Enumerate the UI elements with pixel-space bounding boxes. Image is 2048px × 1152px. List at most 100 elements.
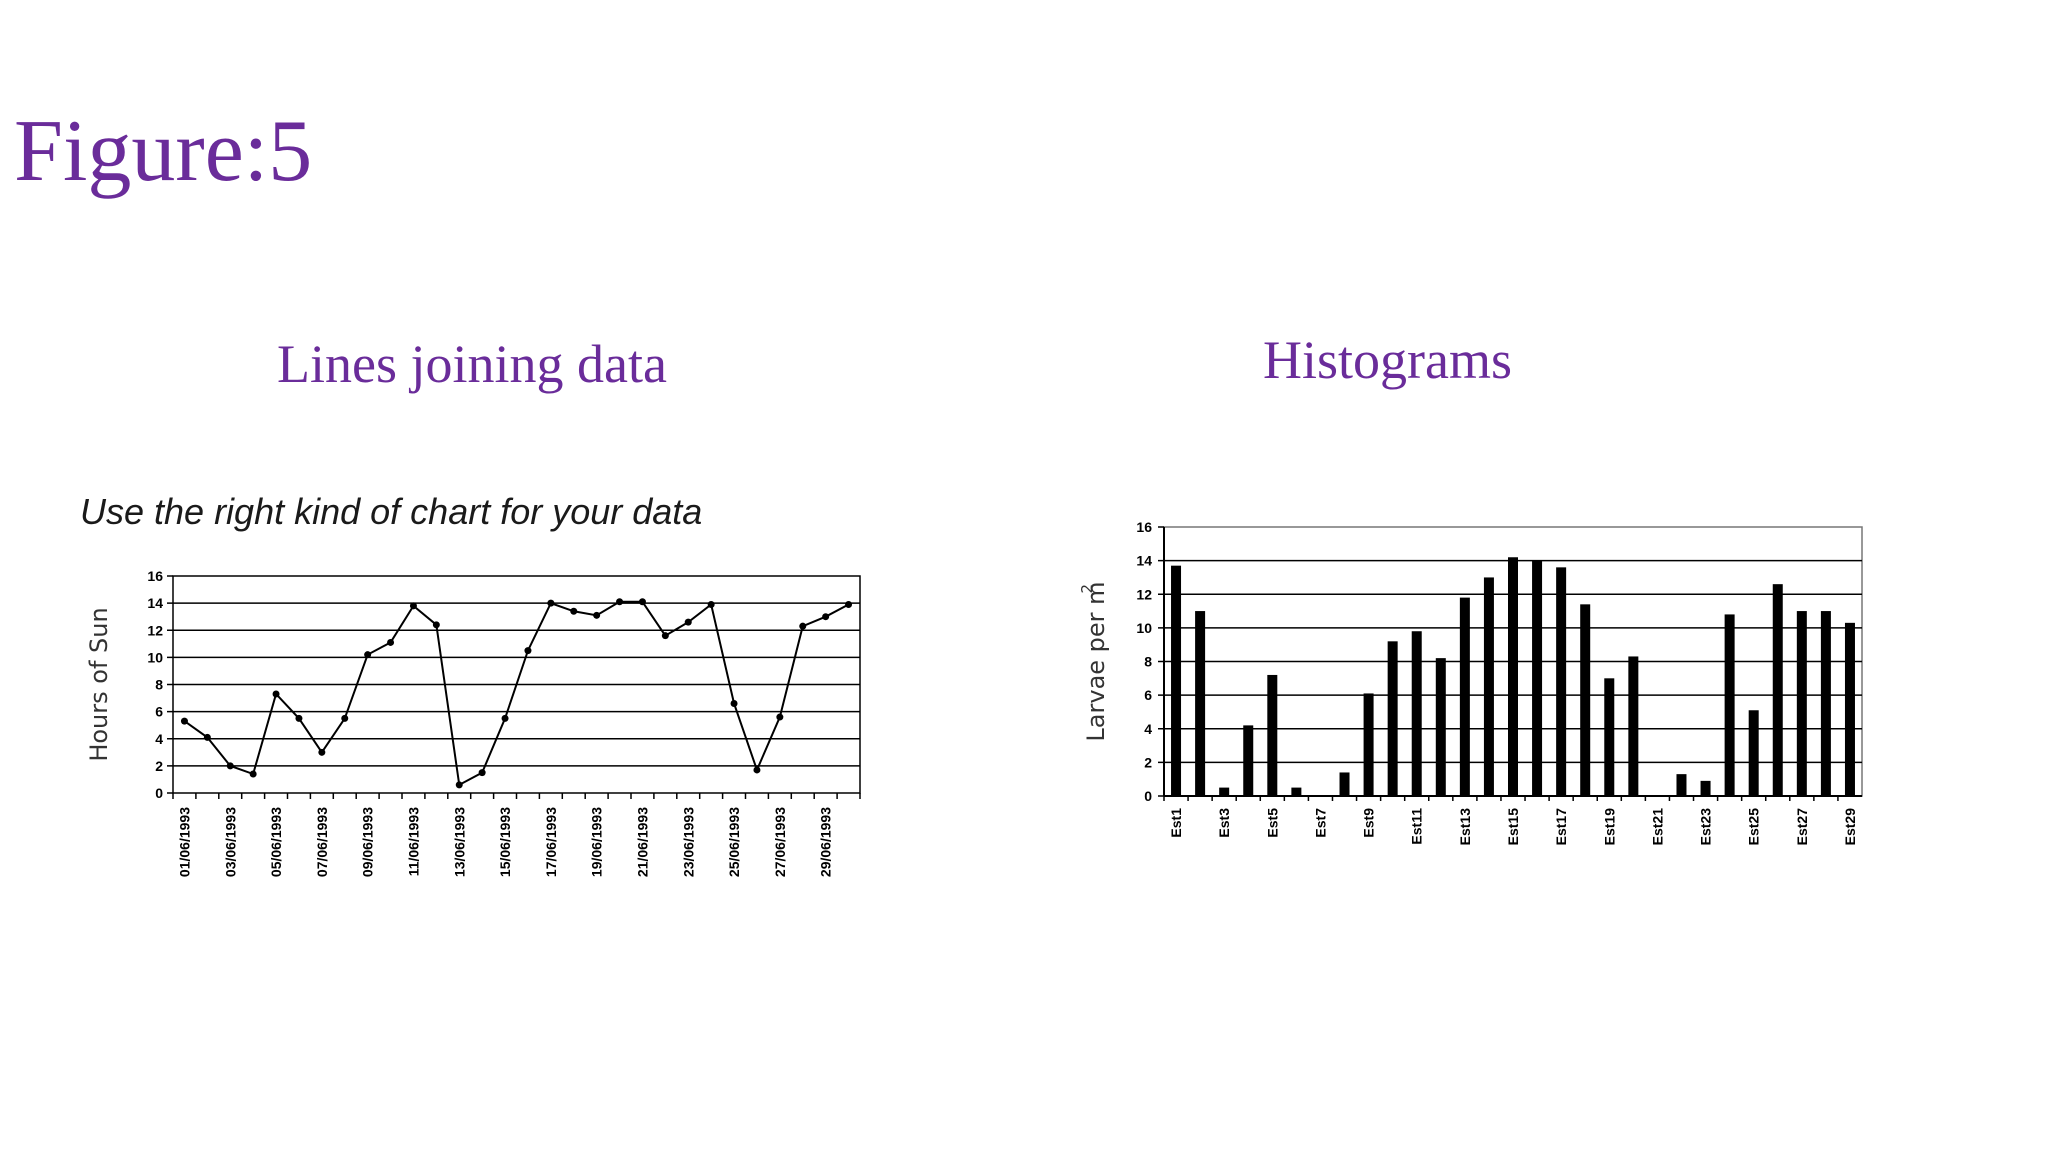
bar	[1844, 622, 1855, 796]
data-point	[455, 781, 463, 789]
x-tick-label: Est21	[1649, 808, 1665, 846]
x-tick-label: 13/06/1993	[451, 807, 467, 877]
bar	[1772, 584, 1783, 796]
y-tick-label: 2	[155, 758, 163, 774]
bar	[1483, 577, 1494, 796]
x-tick-label: Est27	[1794, 808, 1810, 846]
histogram-heading: Histograms	[1263, 330, 1512, 390]
bar	[1508, 557, 1518, 796]
bar	[1387, 641, 1398, 796]
bar	[1219, 787, 1230, 796]
bar	[1604, 678, 1615, 796]
bar	[1339, 772, 1350, 796]
data-point	[707, 600, 715, 608]
x-tick-label: Est3	[1216, 808, 1232, 838]
line-chart-heading: Lines joining data	[277, 334, 667, 394]
x-tick-label: 15/06/1993	[497, 807, 513, 877]
x-tick-label: 23/06/1993	[680, 807, 696, 877]
y-tick-label: 6	[1144, 687, 1152, 703]
bar	[1724, 614, 1735, 796]
y-tick-label: 8	[1144, 654, 1152, 670]
data-point	[341, 714, 349, 722]
x-tick-label: Est17	[1553, 808, 1569, 846]
x-tick-label: 09/06/1993	[360, 807, 376, 877]
y-tick-label: 10	[1136, 620, 1152, 636]
bar	[1171, 565, 1182, 796]
y-tick-label: 6	[155, 704, 163, 720]
y-tick-label: 0	[1144, 788, 1152, 804]
data-point	[753, 766, 761, 774]
data-point	[776, 713, 784, 721]
y-tick-label: 14	[147, 595, 163, 611]
x-tick-label: Est15	[1505, 808, 1521, 846]
data-point	[593, 611, 601, 619]
data-point	[730, 699, 738, 707]
line-chart: Use the right kind of chart for your dat…	[80, 491, 861, 877]
x-tick-label: Est13	[1457, 808, 1473, 846]
bar	[1435, 658, 1446, 796]
x-tick-label: 19/06/1993	[589, 807, 605, 877]
data-point	[295, 714, 303, 722]
data-point	[318, 748, 326, 756]
data-point	[616, 598, 624, 606]
x-tick-label: 29/06/1993	[818, 807, 834, 877]
y-tick-label: 16	[147, 568, 163, 584]
data-point	[364, 651, 372, 659]
x-tick-label: 07/06/1993	[314, 807, 330, 877]
data-point	[570, 607, 578, 615]
x-tick-label: Est23	[1698, 808, 1714, 846]
chart-title: Use the right kind of chart for your dat…	[80, 491, 702, 532]
x-tick-label: Est25	[1746, 808, 1762, 846]
bar	[1820, 611, 1831, 796]
data-point	[226, 762, 234, 770]
bar	[1700, 780, 1711, 796]
x-tick-label: Est7	[1312, 808, 1328, 838]
bar	[1556, 567, 1567, 796]
data-point	[272, 690, 280, 698]
bar	[1580, 604, 1591, 796]
y-tick-label: 4	[1144, 721, 1152, 737]
x-tick-label: Est9	[1361, 808, 1377, 838]
x-tick-label: 17/06/1993	[543, 807, 559, 877]
data-point	[547, 599, 555, 607]
data-point	[684, 618, 692, 626]
x-tick-label: Est1	[1168, 808, 1184, 838]
x-tick-label: 21/06/1993	[634, 807, 650, 877]
data-point	[524, 647, 532, 655]
data-point	[387, 638, 395, 646]
y-axis-label: Hours of Sun	[85, 607, 113, 761]
y-tick-label: 4	[155, 731, 163, 747]
bar	[1411, 631, 1422, 796]
bar	[1796, 611, 1807, 796]
x-tick-label: Est5	[1264, 808, 1280, 838]
data-point	[432, 621, 440, 629]
y-tick-label: 16	[1136, 519, 1152, 535]
data-point	[409, 602, 417, 610]
bar	[1628, 656, 1639, 796]
data-point	[203, 733, 211, 741]
x-tick-label: 27/06/1993	[772, 807, 788, 877]
bar	[1676, 774, 1687, 796]
y-axis-label: Larvae per m	[1082, 581, 1110, 741]
bar	[1195, 611, 1206, 796]
slide-title: Figure:5	[14, 103, 313, 200]
bar	[1267, 674, 1278, 796]
data-point	[845, 600, 853, 608]
y-tick-label: 10	[147, 649, 163, 665]
x-tick-label: Est11	[1409, 808, 1425, 845]
bar	[1363, 693, 1374, 796]
y-tick-label: 0	[155, 785, 163, 801]
x-tick-label: 05/06/1993	[268, 807, 284, 877]
bar	[1291, 787, 1302, 796]
x-tick-label: Est19	[1601, 808, 1617, 846]
x-tick-label: 25/06/1993	[726, 807, 742, 877]
y-tick-label: 2	[1144, 754, 1152, 770]
x-tick-label: 01/06/1993	[176, 807, 192, 877]
data-point	[249, 770, 257, 778]
bar	[1532, 560, 1543, 796]
y-tick-label: 14	[1136, 553, 1152, 569]
data-point	[799, 622, 807, 630]
data-point	[661, 632, 669, 640]
y-tick-label: 12	[147, 622, 163, 638]
